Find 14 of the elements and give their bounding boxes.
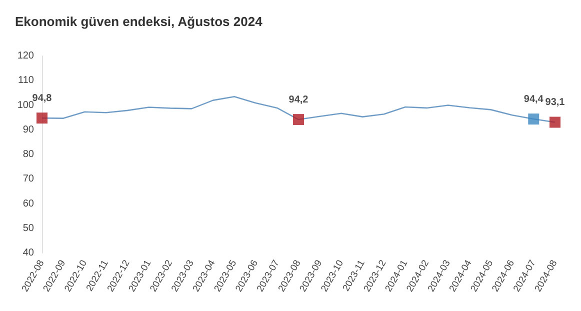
y-tick-label: 60 [22,198,34,210]
data-label: 93,1 [545,97,566,108]
y-tick-label: 50 [22,222,34,234]
data-label: 94,2 [288,94,309,106]
data-label: 94,4 [524,94,544,106]
y-tick-label: 120 [17,50,34,62]
y-tick-label: 110 [18,75,34,86]
chart-title: Ekonomik güven endeksi, Ağustos 2024 [15,14,264,29]
y-tick-label: 80 [22,149,34,160]
y-tick-label: 40 [22,248,34,258]
y-tick-label: 70 [22,174,34,185]
y-tick-label: 100 [17,100,34,111]
data-label: 94,8 [32,93,52,104]
y-tick-label: 90 [22,124,34,136]
